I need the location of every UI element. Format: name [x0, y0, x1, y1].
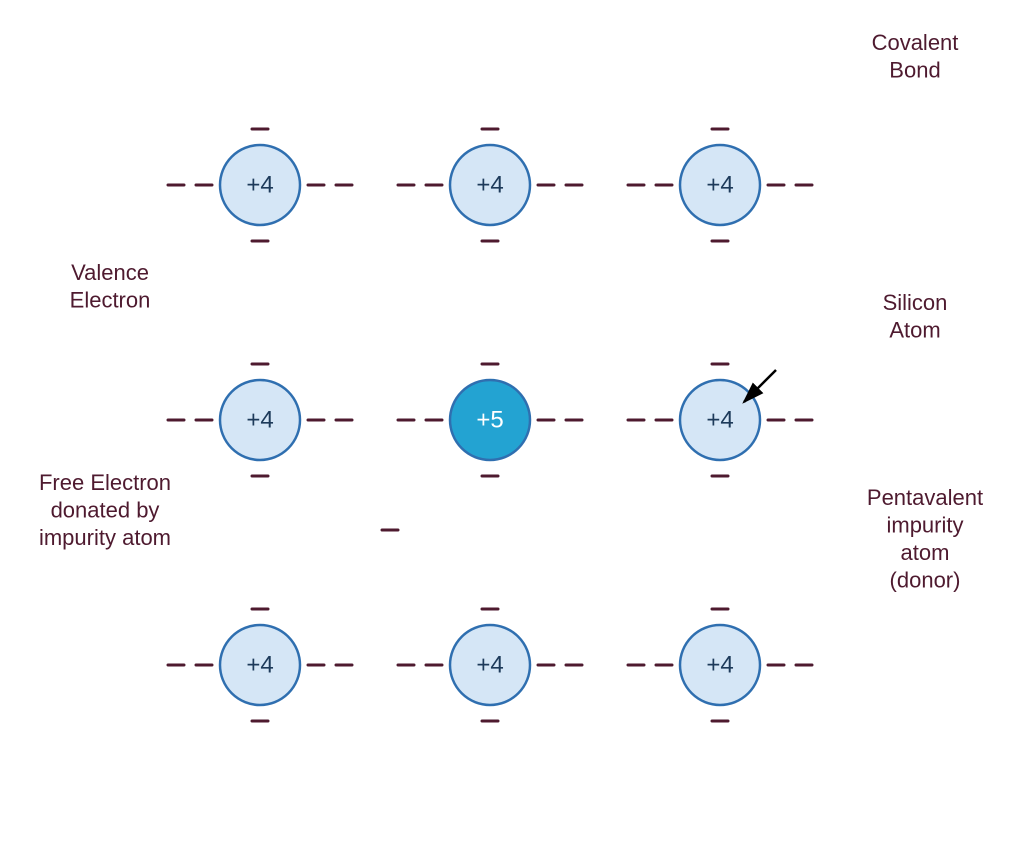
silicon-atom-label: +4 [476, 172, 503, 199]
silicon-atom-label: +4 [246, 407, 273, 434]
silicon-atom-label: +4 [246, 652, 273, 679]
silicon-atom-label: +4 [706, 172, 733, 199]
silicon-atom-label: +4 [706, 407, 733, 434]
silicon-atom-label: +4 [246, 172, 273, 199]
silicon-atom-label: +4 [706, 652, 733, 679]
donor-atom-label: +5 [476, 407, 503, 434]
label-free-electron: Free Electrondonated byimpurity atom [39, 470, 171, 550]
silicon-atom-label: +4 [476, 652, 503, 679]
